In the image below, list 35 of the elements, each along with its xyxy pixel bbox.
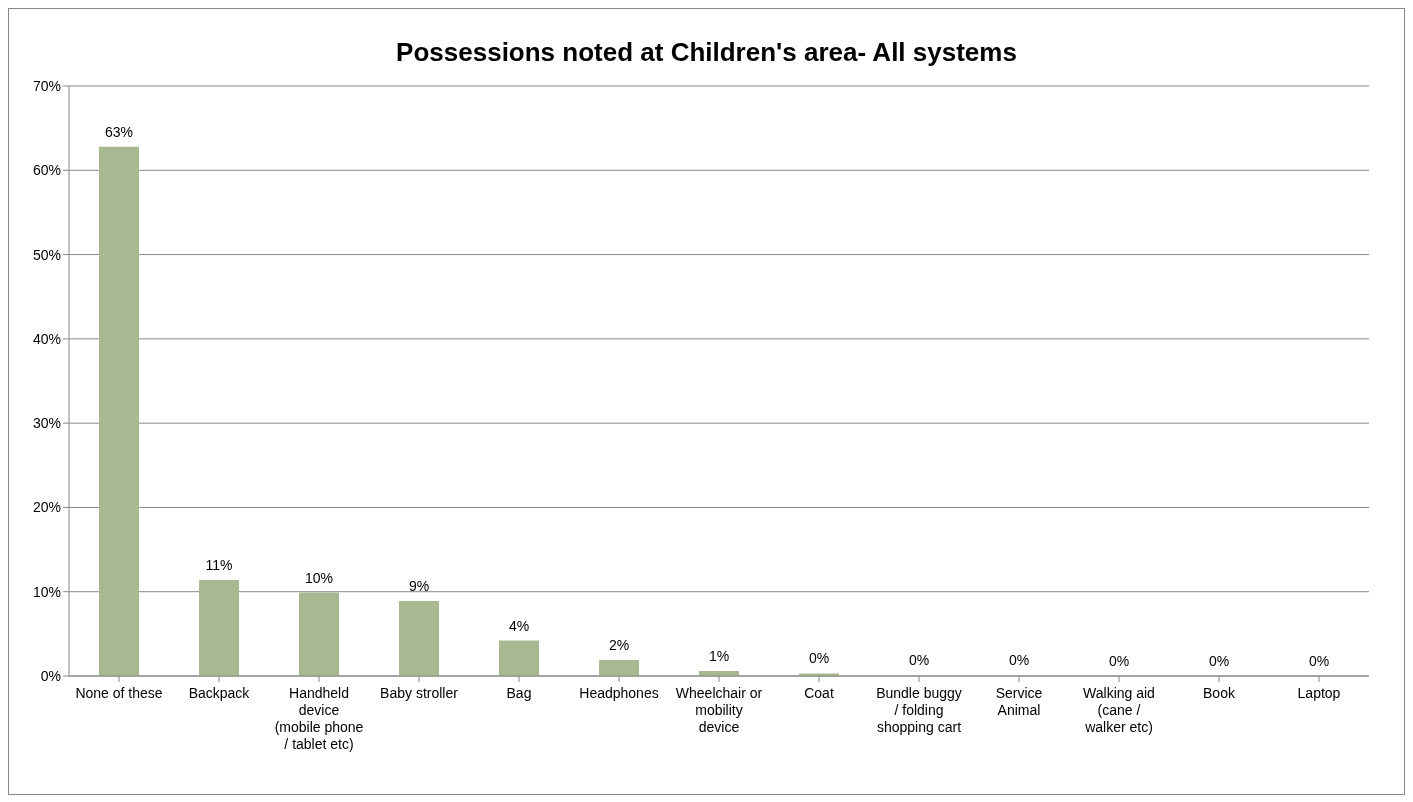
- y-tick-label: 70%: [32, 77, 61, 94]
- y-tick-label: 60%: [32, 162, 61, 179]
- data-label: 11%: [205, 556, 233, 573]
- x-tick-label: Headphones: [579, 685, 659, 701]
- y-tick-label: 40%: [32, 330, 61, 347]
- y-tick-label: 0%: [40, 667, 61, 684]
- data-label: 0%: [1308, 653, 1330, 669]
- x-tick-label: Wheelchair or mobility device: [675, 685, 763, 735]
- chart-title: Possessions noted at Children's area- All systems: [395, 37, 1018, 68]
- x-tick-label: Bag: [506, 685, 532, 701]
- x-tick-label: None of these: [75, 685, 163, 701]
- y-tick-label: 20%: [32, 499, 61, 516]
- x-tick-label: Bundle buggy / folding shopping cart: [876, 685, 962, 735]
- data-label: 0%: [908, 652, 930, 669]
- data-label: 63%: [104, 123, 134, 140]
- y-tick-label: 30%: [32, 415, 61, 432]
- x-tick-label: Coat: [804, 685, 834, 701]
- x-tick-label: Service Animal: [995, 685, 1043, 718]
- data-label: 0%: [1108, 653, 1130, 669]
- data-label: 0%: [1208, 653, 1230, 669]
- y-tick-label: 10%: [32, 583, 61, 600]
- data-label: 1%: [708, 647, 730, 664]
- x-tick-label: Walking aid (cane / walker etc): [1083, 685, 1155, 735]
- data-label: 2%: [608, 636, 630, 653]
- x-tick-label: Backpack: [188, 685, 251, 701]
- x-tick-label: Handheld device (mobile phone / tablet etc): [274, 685, 364, 752]
- y-tick-label: 50%: [32, 246, 61, 263]
- x-tick-label: Laptop: [1297, 685, 1341, 701]
- data-label: 10%: [304, 569, 334, 586]
- data-label: 4%: [508, 617, 530, 634]
- data-label: 0%: [808, 650, 830, 667]
- x-tick-label: Book: [1203, 685, 1236, 701]
- data-label: 9%: [408, 577, 430, 594]
- x-tick-label: Baby stroller: [380, 685, 459, 701]
- data-label: 0%: [1008, 652, 1030, 669]
